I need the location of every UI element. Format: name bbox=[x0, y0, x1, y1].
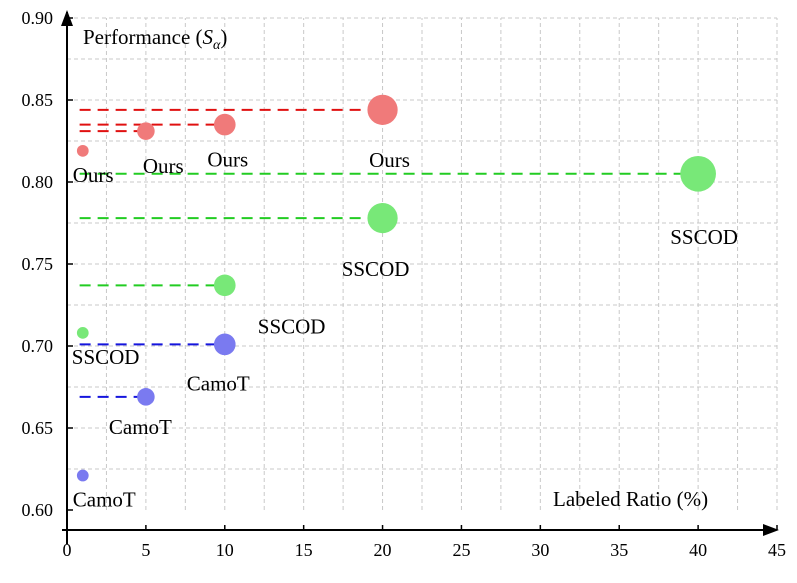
camot-point-label: CamoT bbox=[73, 488, 136, 512]
x-tick-label: 45 bbox=[768, 540, 786, 560]
sscod-bubble bbox=[213, 274, 236, 297]
x-tick-label: 20 bbox=[374, 540, 392, 560]
ours-point-label: Ours bbox=[73, 163, 114, 187]
x-tick-label: 25 bbox=[452, 540, 470, 560]
sscod-bubble bbox=[76, 327, 89, 339]
camot-bubble bbox=[137, 388, 155, 406]
bubble-layer bbox=[76, 94, 716, 482]
ours-bubble bbox=[367, 94, 398, 125]
tick-labels: 0 5 10 15 20 25 30 35 40 45 0.60 0.65 0.70 0.75 0.80 0.… bbox=[22, 8, 787, 560]
ours-bubble bbox=[137, 122, 155, 140]
ours-bubble bbox=[76, 144, 89, 157]
sscod-point-label: SSCOD bbox=[670, 225, 738, 249]
sscod-bubble bbox=[680, 155, 716, 192]
y-tick-label: 0.70 bbox=[22, 336, 54, 356]
x-tick-label: 40 bbox=[689, 540, 707, 560]
x-tick-label: 5 bbox=[141, 540, 150, 560]
x-tick-label: 15 bbox=[295, 540, 313, 560]
ours-point-label: Ours bbox=[369, 148, 410, 172]
y-tick-label: 0.90 bbox=[22, 8, 54, 28]
ours-point-label: Ours bbox=[143, 154, 184, 178]
sscod-point-label: SSCOD bbox=[72, 345, 140, 369]
x-tick-label: 35 bbox=[610, 540, 628, 560]
y-tick-label: 0.65 bbox=[22, 418, 54, 438]
x-tick-label: 30 bbox=[531, 540, 549, 560]
x-tick-label: 0 bbox=[63, 540, 72, 560]
point-labels: Ours Ours Ours Ours SSCOD SSCOD SSCOD SSCOD Camo… bbox=[72, 148, 738, 512]
axes bbox=[61, 10, 779, 544]
reference-dash-lines bbox=[79, 108, 699, 477]
camot-point-label: CamoT bbox=[187, 371, 250, 395]
camot-point-label: CamoT bbox=[109, 415, 172, 439]
sscod-bubble bbox=[367, 202, 398, 234]
camot-bubble bbox=[213, 333, 236, 356]
y-tick-label: 0.80 bbox=[22, 172, 54, 192]
y-tick-label: 0.85 bbox=[22, 90, 54, 110]
ours-bubble bbox=[213, 113, 236, 136]
ours-point-label: Ours bbox=[207, 148, 248, 172]
y-tick-label: 0.75 bbox=[22, 254, 54, 274]
grid-layer bbox=[67, 17, 778, 510]
x-axis-arrow bbox=[763, 524, 779, 536]
y-axis-title: Performance (Sα) bbox=[83, 25, 227, 53]
y-tick-label: 0.60 bbox=[22, 500, 54, 520]
sscod-point-label: SSCOD bbox=[342, 257, 410, 281]
camot-bubble bbox=[76, 469, 89, 482]
x-tick-label: 10 bbox=[216, 540, 234, 560]
x-axis-title: Labeled Ratio (%) bbox=[553, 487, 708, 511]
sscod-point-label: SSCOD bbox=[258, 314, 326, 338]
